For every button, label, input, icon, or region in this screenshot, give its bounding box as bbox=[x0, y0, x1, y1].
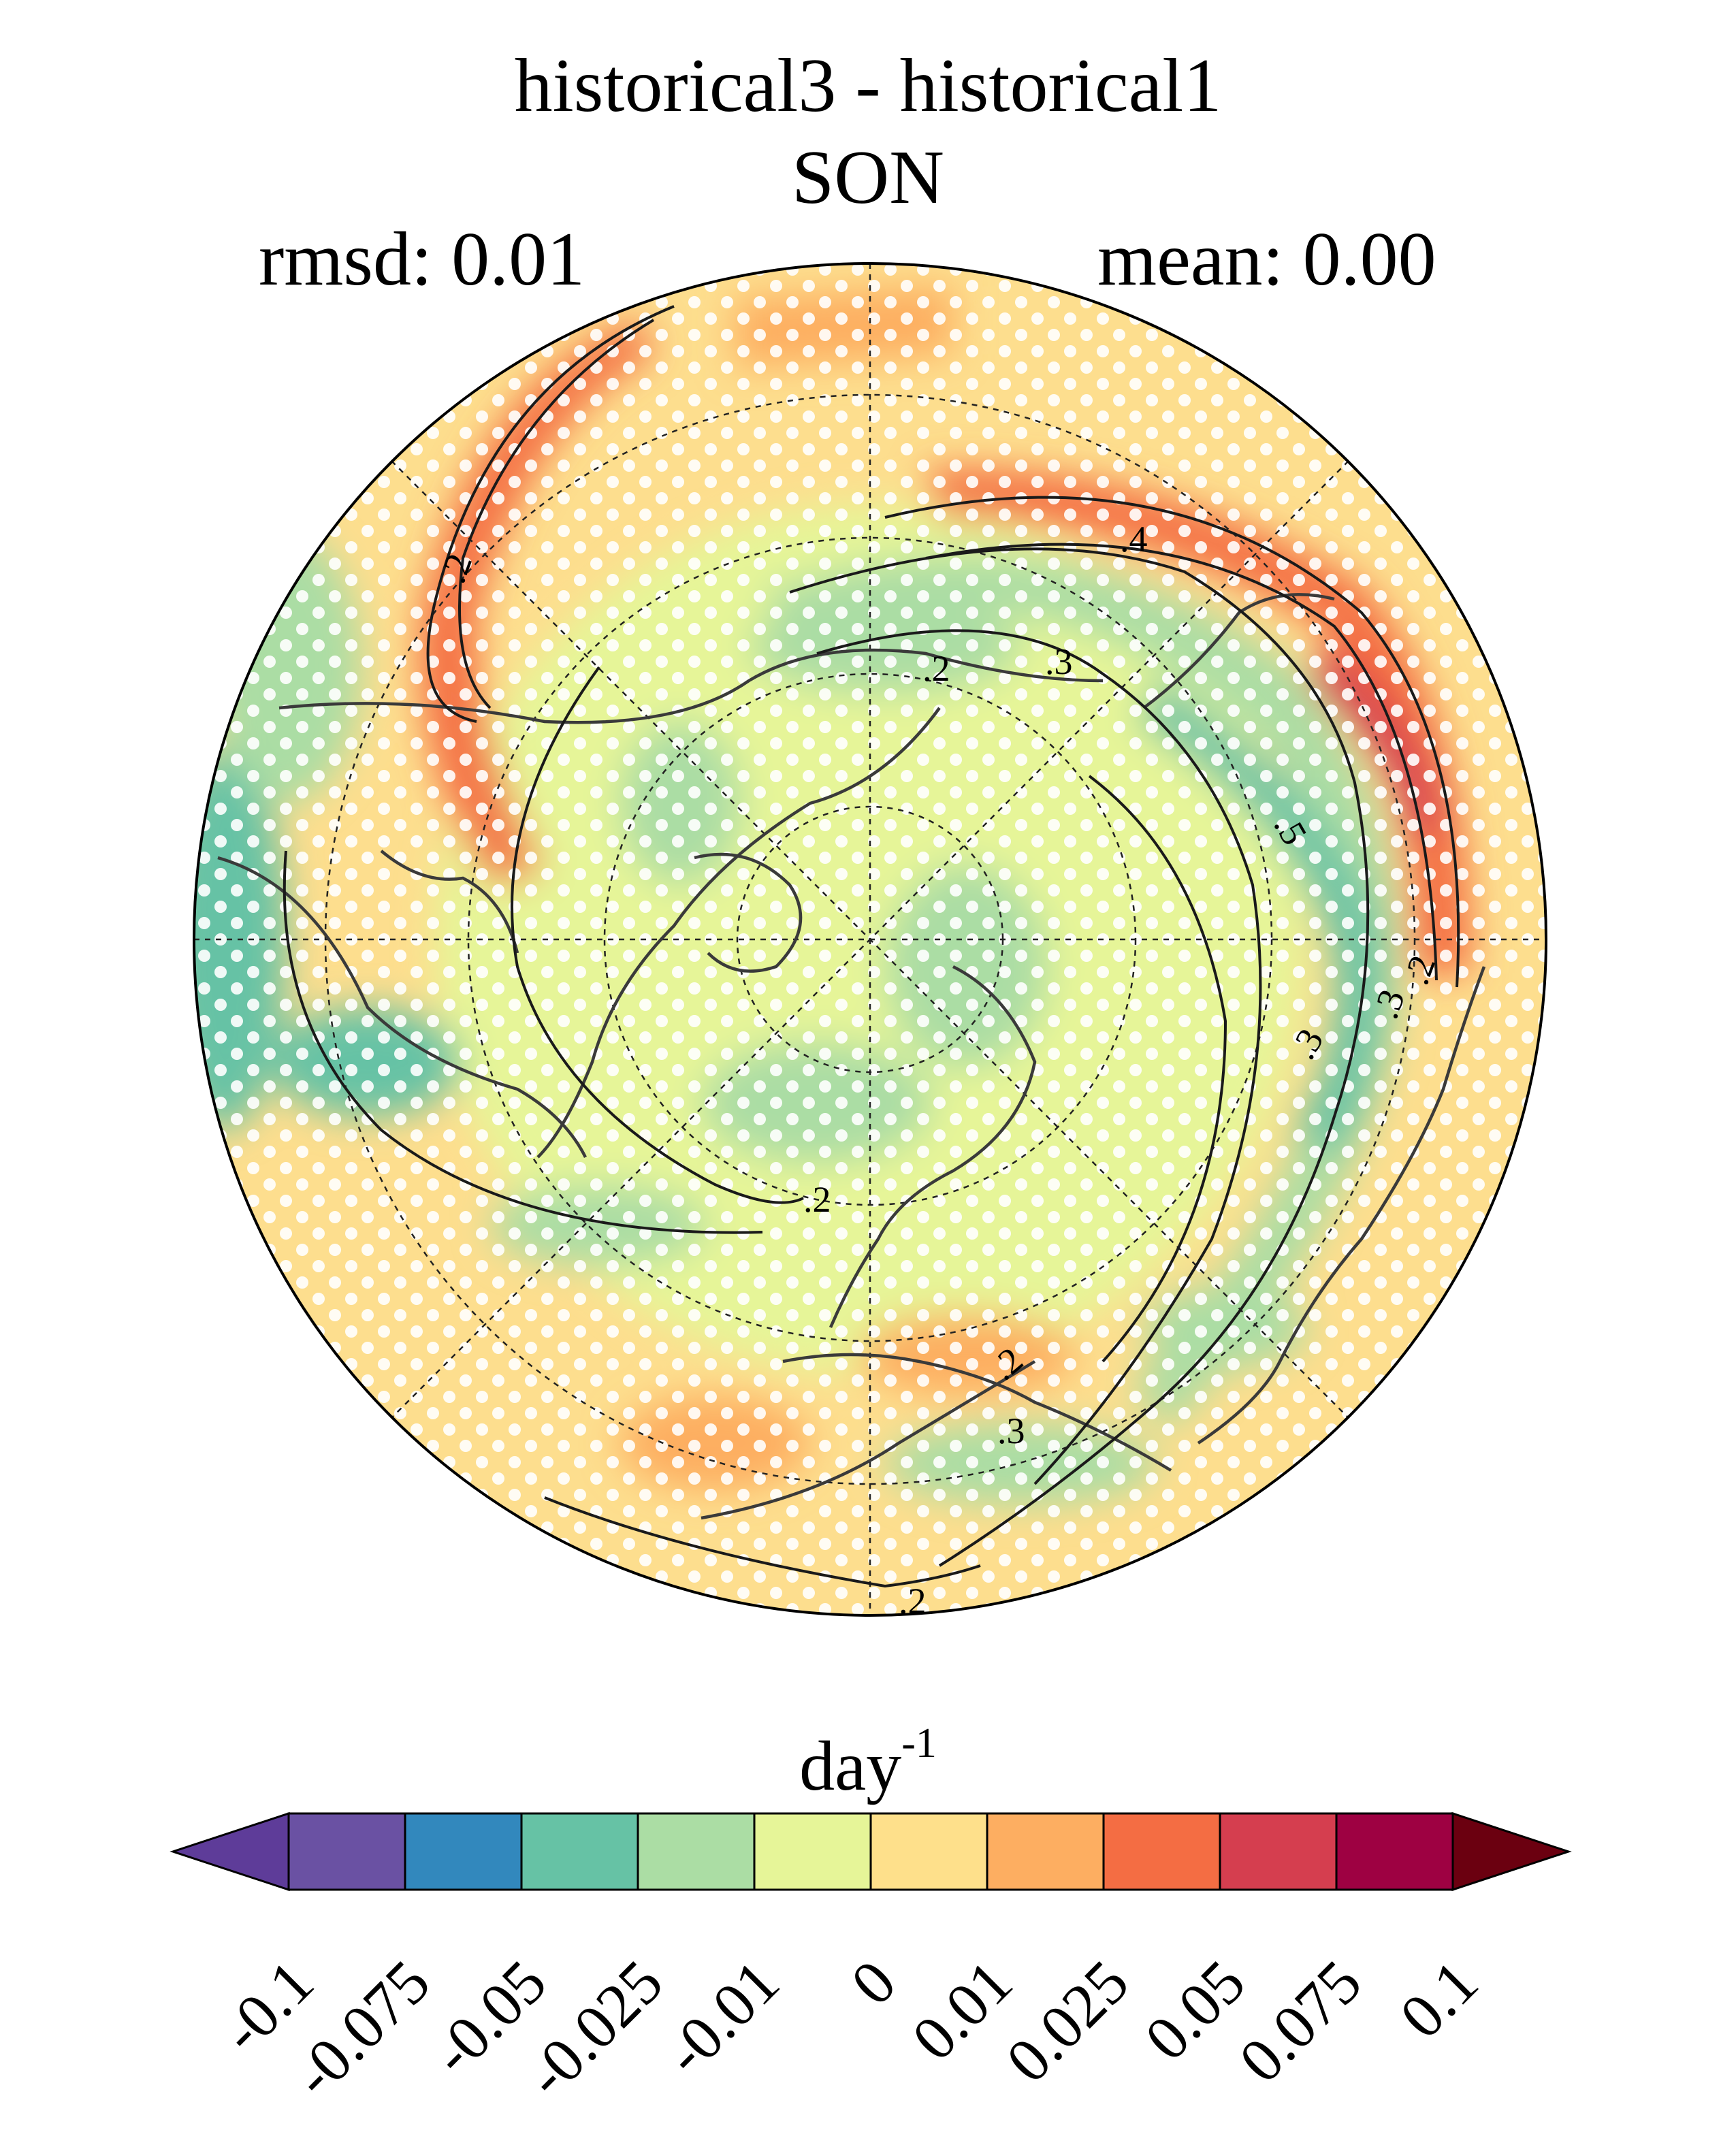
plot-subtitle: SON bbox=[791, 135, 945, 220]
map-field bbox=[194, 263, 1546, 1615]
contour-label: .2 bbox=[803, 1179, 831, 1220]
colorbar-cell bbox=[287, 1812, 406, 1891]
contours bbox=[283, 305, 1460, 1588]
colorbar-cell bbox=[1335, 1812, 1454, 1891]
map-border bbox=[193, 262, 1547, 1617]
colorbar-cell bbox=[753, 1812, 872, 1891]
colorbar-unit: day-1 bbox=[799, 1720, 937, 1805]
rmsd-stat: rmsd: 0.01 bbox=[259, 217, 585, 302]
colorbar-cell bbox=[986, 1812, 1105, 1891]
colorbar-cell bbox=[520, 1812, 639, 1891]
polar-map: .2 .2 .2 .2 .3 .3 .4 .5 .2 .3 .2 .3 bbox=[193, 262, 1547, 1621]
graticule bbox=[194, 263, 1546, 1615]
colorbar-extend-high bbox=[1451, 1811, 1572, 1892]
colorbar-cell bbox=[637, 1812, 756, 1891]
colorbar-cell bbox=[869, 1812, 988, 1891]
colorbar-extend-low bbox=[170, 1811, 290, 1892]
contour-label: .3 bbox=[997, 1410, 1025, 1451]
colorbar-cell bbox=[1219, 1812, 1338, 1891]
plot-title: historical3 - historical1 bbox=[514, 44, 1222, 128]
colorbar-cell bbox=[404, 1812, 523, 1891]
mean-stat: mean: 0.00 bbox=[1097, 217, 1436, 302]
contour-label: .2 bbox=[922, 648, 950, 689]
contour-label: .4 bbox=[1120, 519, 1148, 560]
contour-label: .3 bbox=[1045, 641, 1073, 682]
colorbar-cell bbox=[1102, 1812, 1221, 1891]
